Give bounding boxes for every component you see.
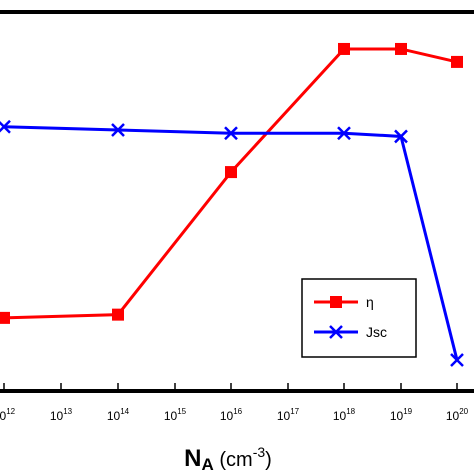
x-tick-label: 1019 — [390, 407, 413, 423]
data-point — [450, 353, 464, 367]
x-tick-label: 1017 — [277, 407, 300, 423]
data-point — [112, 308, 124, 321]
data-point — [0, 311, 10, 324]
plot-border — [0, 10, 474, 393]
data-point — [338, 42, 350, 55]
x-tick-label: 1012 — [0, 407, 16, 423]
x-tick-label: 1020 — [446, 407, 469, 423]
data-point — [395, 42, 407, 55]
series-layer — [0, 42, 464, 367]
series-eta — [0, 42, 463, 324]
legend: η Jsc — [301, 278, 417, 358]
legend-item: η — [314, 294, 374, 310]
x-axis-label-text: NA (cm-3) — [184, 444, 272, 474]
x-axis-label-exp: -3 — [253, 444, 266, 460]
series-line — [3, 125, 459, 361]
x-tick-label: 1016 — [220, 407, 243, 423]
x-axis-label-unit: (cm — [214, 449, 253, 471]
data-point — [394, 129, 408, 144]
legend-box — [301, 278, 417, 358]
x-tick-label: 1013 — [50, 407, 73, 423]
x-axis-label-main: N — [184, 445, 201, 472]
data-point — [337, 126, 351, 141]
x-axis-label-close: ) — [265, 449, 272, 471]
data-point — [0, 119, 11, 134]
x-axis-ticks: 1012 1013 1014 1015 1016 1017 1018 1019 1020 — [0, 383, 469, 423]
x-tick-label: 1015 — [164, 407, 187, 423]
series-line — [3, 47, 458, 320]
plot-frame — [0, 10, 474, 393]
data-point — [111, 123, 125, 137]
series-jsc — [0, 119, 464, 367]
legend-label: η — [366, 294, 374, 310]
legend-label: Jsc — [366, 324, 387, 340]
x-tick-label: 1018 — [333, 407, 356, 423]
x-tick-label: 1014 — [107, 407, 130, 423]
data-point — [225, 166, 237, 179]
x-axis-label-sub: A — [202, 455, 214, 474]
data-point — [224, 126, 238, 141]
data-point — [451, 55, 463, 68]
legend-item: Jsc — [314, 324, 387, 340]
x-axis-label: NA (cm-3) — [184, 444, 272, 474]
